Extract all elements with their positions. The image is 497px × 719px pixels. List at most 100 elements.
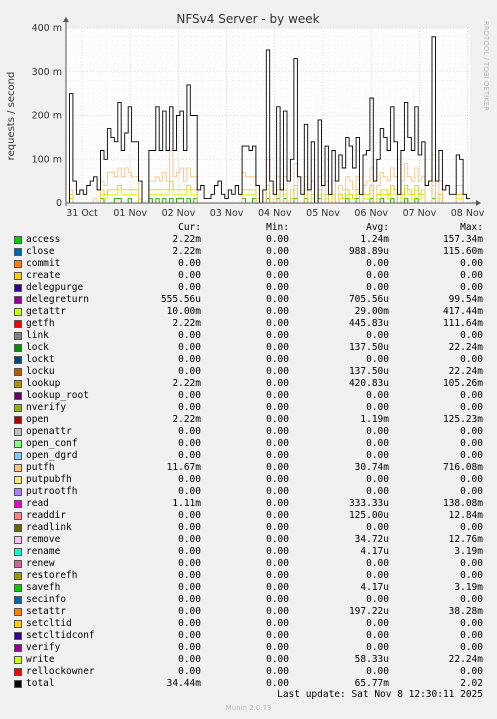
legend-swatch [14,584,22,592]
legend-cur: 555.56u [160,294,201,305]
legend-cur: 0.00 [178,558,201,569]
legend-row: open_dgrd 0.00 0.00 0.00 0.00 [0,450,497,462]
legend-row: close 2.22m 0.00 988.89u 115.60m [0,246,497,258]
y-axis-arrow [63,17,69,22]
legend-row: create 0.00 0.00 0.00 0.00 [0,270,497,282]
legend-row: rellockowner 0.00 0.00 0.00 0.00 [0,666,497,678]
legend-min: 0.00 [266,426,289,437]
legend-name: putfh [26,462,55,473]
legend-min: 0.00 [266,474,289,485]
legend-max: 3.19m [454,546,483,557]
legend-avg: 0.00 [366,282,389,293]
legend-row: write 0.00 0.00 58.33u 22.24m [0,654,497,666]
legend-name: openattr [26,426,72,437]
legend-row: restorefh 0.00 0.00 0.00 0.00 [0,570,497,582]
legend-cur: 0.00 [178,270,201,281]
legend-max: 22.24m [448,366,483,377]
legend-swatch [14,416,22,424]
legend-name: renew [26,558,55,569]
legend-name: putpubfh [26,474,72,485]
y-axis-label: requests / second [6,72,17,161]
legend-max: 0.00 [460,558,483,569]
legend-name: lookup_root [26,390,89,401]
legend-avg: 445.83u [348,318,389,329]
legend-avg: 0.00 [366,438,389,449]
legend-swatch [14,560,22,568]
x-tick-label: 06 Nov [354,208,388,219]
legend-max: 2.02 [460,678,483,689]
legend-max: 157.34m [442,234,483,245]
legend-min: 0.00 [266,462,289,473]
legend-cur: 2.22m [172,378,201,389]
legend-swatch [14,356,22,364]
legend-cur: 0.00 [178,534,201,545]
legend-min: 0.00 [266,486,289,497]
x-tick-label: 07 Nov [403,208,437,219]
legend-name: readdir [26,510,67,521]
legend-min: 0.00 [266,306,289,317]
legend-min: 0.00 [266,330,289,341]
legend-swatch [14,488,22,496]
legend-swatch [14,644,22,652]
legend-cur: 0.00 [178,570,201,581]
legend-row: nverify 0.00 0.00 0.00 0.00 [0,402,497,414]
legend-min: 0.00 [266,534,289,545]
legend-min: 0.00 [266,666,289,677]
legend-cur: 1.11m [172,498,201,509]
legend-avg: 0.00 [366,570,389,581]
legend-row: open_conf 0.00 0.00 0.00 0.00 [0,438,497,450]
legend-swatch [14,380,22,388]
legend-max: 0.00 [460,258,483,269]
legend-min: 0.00 [266,618,289,629]
legend-avg: 420.83u [348,378,389,389]
legend-max: 0.00 [460,450,483,461]
legend-min: 0.00 [266,390,289,401]
legend-avg: 988.89u [348,246,389,257]
legend-avg: 30.74m [354,462,389,473]
legend-avg: 1.24m [360,234,389,245]
legend-min: 0.00 [266,450,289,461]
legend-min: 0.00 [266,654,289,665]
legend-name: close [26,246,55,257]
legend-cur: 10.00m [166,306,201,317]
legend-row: setcltidconf 0.00 0.00 0.00 0.00 [0,630,497,642]
legend-swatch [14,536,22,544]
x-tick-label: 04 Nov [258,208,292,219]
legend-swatch [14,320,22,328]
legend-row: remove 0.00 0.00 34.72u 12.76m [0,534,497,546]
legend-max: 138.08m [442,498,483,509]
legend-max: 417.44m [442,306,483,317]
legend-name: getattr [26,306,67,317]
legend-min: 0.00 [266,246,289,257]
chart-title: NFSv4 Server - by week [176,12,319,26]
legend-swatch [14,284,22,292]
legend-avg: 4.17u [360,546,389,557]
legend-row: getfh 2.22m 0.00 445.83u 111.64m [0,318,497,330]
legend-swatch [14,440,22,448]
legend-min: 0.00 [266,630,289,641]
legend-avg: 0.00 [366,642,389,653]
last-update: Last update: Sat Nov 8 12:30:11 2025 [277,689,483,700]
legend-name: setcltidconf [26,630,95,641]
legend-cur: 2.22m [172,246,201,257]
legend-name: link [26,330,49,341]
legend-max: 0.00 [460,618,483,629]
legend-avg: 0.00 [366,330,389,341]
legend-cur: 0.00 [178,426,201,437]
legend-swatch [14,344,22,352]
legend-row: lookup 2.22m 0.00 420.83u 105.26m [0,378,497,390]
legend-min: 0.00 [266,414,289,425]
legend-min: 0.00 [266,510,289,521]
legend-avg: 0.00 [366,402,389,413]
legend-header-max: Max: [460,222,483,233]
legend-max: 0.00 [460,354,483,365]
legend-swatch [14,500,22,508]
legend-max: 0.00 [460,270,483,281]
legend-avg: 0.00 [366,618,389,629]
legend-name: access [26,234,61,245]
legend-name: open_dgrd [26,450,78,461]
legend-max: 99.54m [448,294,483,305]
legend-cur: 0.00 [178,606,201,617]
legend-avg: 1.19m [360,414,389,425]
legend-header-cur: Cur: [178,222,201,233]
